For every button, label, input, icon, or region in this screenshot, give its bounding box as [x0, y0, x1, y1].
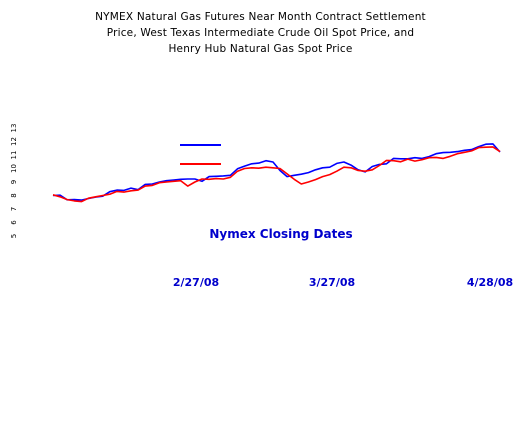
series-layer — [52, 143, 501, 203]
x-tick-label: 3/27/08 — [309, 276, 355, 289]
x-tick-label: 4/28/08 — [467, 276, 513, 289]
series-line-blue — [52, 143, 501, 201]
y-tick-label: 12 — [10, 137, 18, 146]
x-tick-label: 2/27/08 — [173, 276, 219, 289]
chart-title-line-1: NYMEX Natural Gas Futures Near Month Con… — [95, 11, 426, 23]
legend — [180, 144, 221, 165]
y-tick-label: 10 — [10, 164, 18, 173]
y-tick-label: 9 — [10, 180, 18, 184]
x-axis-label: Nymex Closing Dates — [209, 227, 352, 241]
y-axis-tick-labels: 13 12 11 10 9 8 7 6 5 — [10, 124, 18, 239]
y-tick-label: 7 — [10, 207, 18, 211]
y-tick-label: 11 — [10, 151, 18, 160]
y-tick-label: 8 — [10, 193, 18, 197]
y-tick-label: 6 — [10, 220, 18, 225]
chart-title-line-3: Henry Hub Natural Gas Spot Price — [168, 43, 353, 55]
y-tick-label: 13 — [10, 124, 18, 133]
chart-title-line-2: Price, West Texas Intermediate Crude Oil… — [106, 27, 415, 39]
series-line-red — [52, 146, 501, 203]
y-tick-label: 5 — [10, 234, 18, 238]
x-axis-tick-labels: 2/27/08 3/27/08 4/28/08 — [173, 276, 513, 289]
